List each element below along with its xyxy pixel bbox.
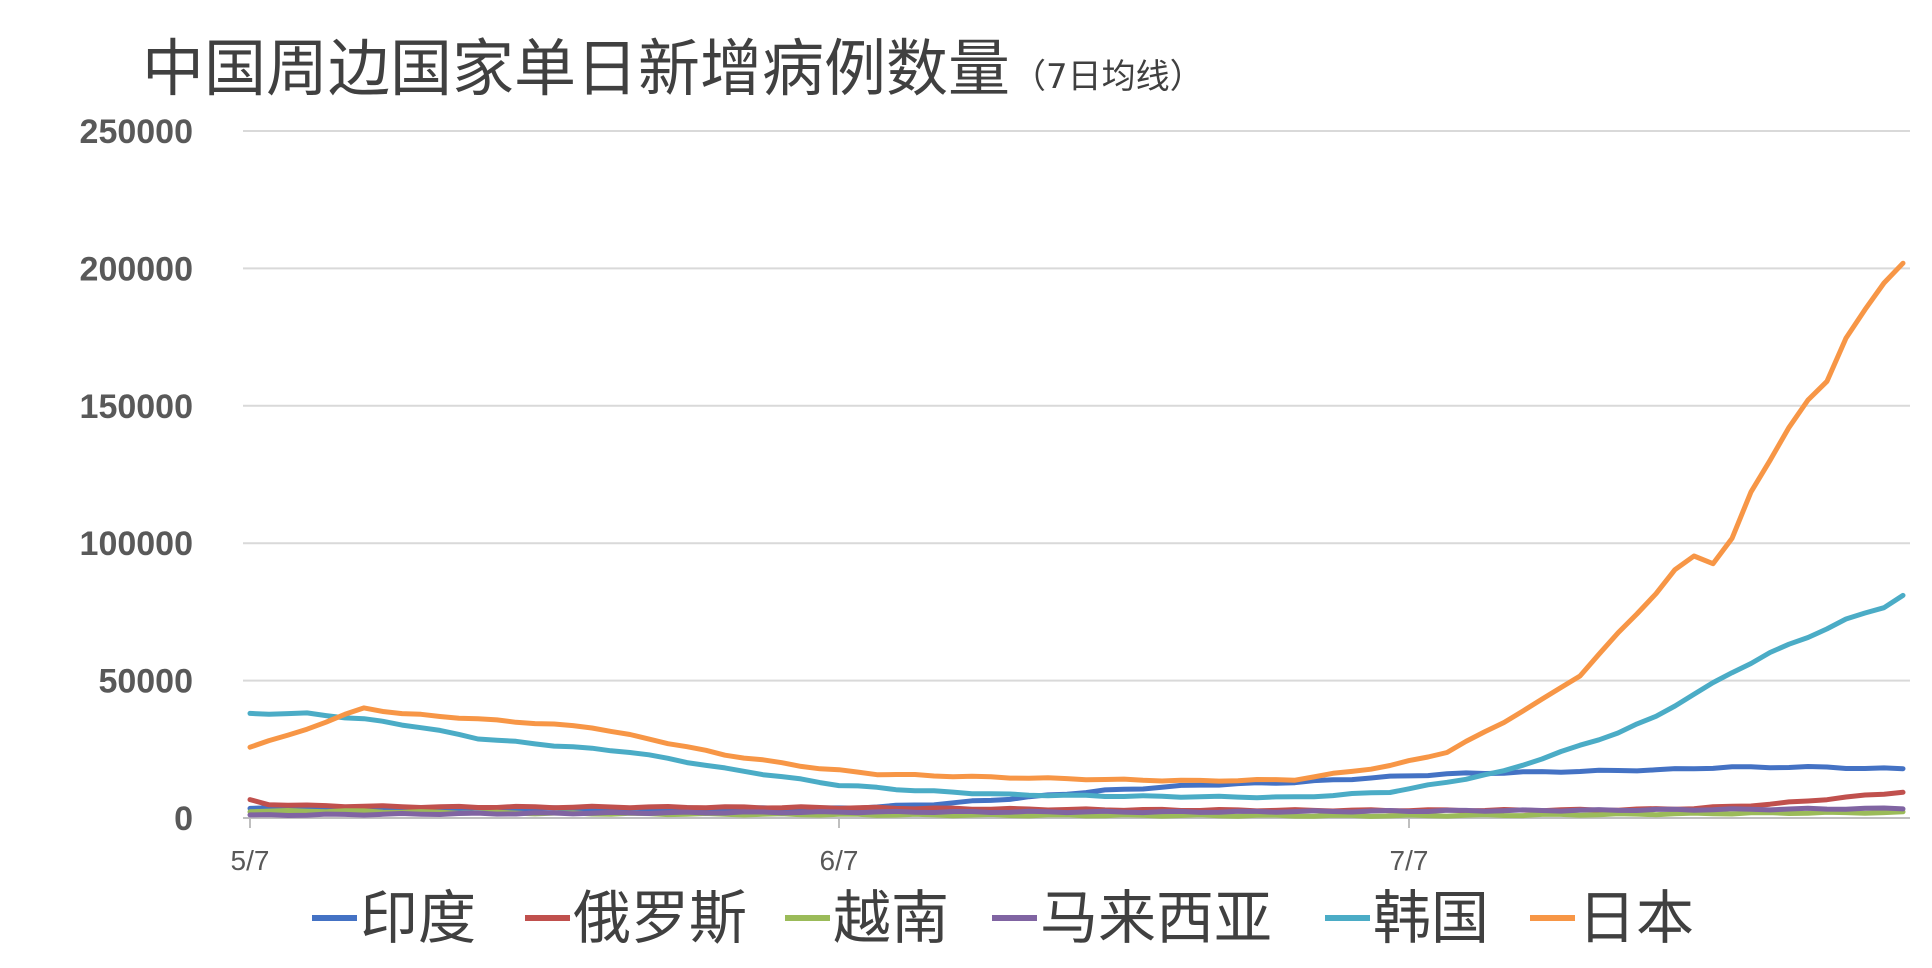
y-axis-ticks: 0 50000 100000 150000 200000 250000 <box>80 113 193 838</box>
series-line-0 <box>247 764 1906 812</box>
legend-label: 日本 <box>1578 884 1694 952</box>
y-tick-label: 250000 <box>80 113 193 151</box>
y-tick-label: 0 <box>174 800 193 838</box>
legend-label: 越南 <box>833 884 949 952</box>
grid-lines <box>243 130 1910 682</box>
series-line-5 <box>247 260 1906 784</box>
series-line-3 <box>247 805 1906 818</box>
chart-subtitle: （7日均线） <box>1012 57 1204 97</box>
x-tick-label: 5/7 <box>231 845 270 876</box>
legend-label: 俄罗斯 <box>573 884 747 952</box>
x-axis: 5/7 6/7 7/7 <box>231 817 1910 876</box>
legend-label: 韩国 <box>1373 884 1489 952</box>
x-tick-label: 7/7 <box>1390 845 1429 876</box>
legend-label: 马来西亚 <box>1040 884 1272 952</box>
chart-title: 中国周边国家单日新增病例数量 <box>142 32 1010 105</box>
y-tick-label: 100000 <box>80 525 193 563</box>
legend: 印度 俄罗斯 越南 马来西亚 韩国 日本 <box>312 884 1694 952</box>
y-tick-label: 50000 <box>98 663 193 701</box>
series-lines <box>247 260 1906 819</box>
series-line-4 <box>247 592 1906 801</box>
y-tick-label: 200000 <box>80 250 193 288</box>
legend-label: 印度 <box>360 884 476 952</box>
y-tick-label: 150000 <box>80 388 193 426</box>
x-tick-label: 6/7 <box>820 845 859 876</box>
